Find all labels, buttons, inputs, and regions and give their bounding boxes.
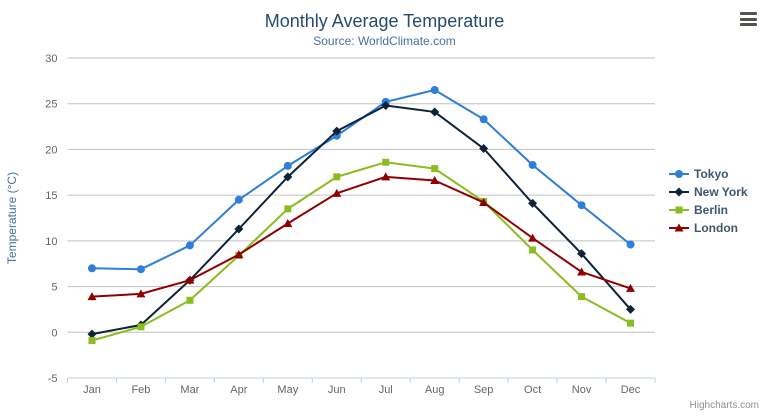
data-point[interactable]: [577, 201, 586, 210]
data-point[interactable]: [627, 319, 635, 327]
series-line-berlin[interactable]: [91, 161, 631, 342]
legend-marker-symbol: [675, 170, 683, 178]
legend: Tokyo New York Berlin London: [669, 167, 748, 239]
data-point[interactable]: [283, 161, 292, 170]
data-point[interactable]: [626, 283, 636, 292]
hamburger-menu-icon: [740, 12, 757, 15]
legend-marker-icon: [669, 187, 689, 197]
data-point[interactable]: [430, 86, 439, 94]
data-point[interactable]: [137, 323, 145, 331]
data-point[interactable]: [87, 329, 97, 339]
legend-label: London: [694, 221, 738, 235]
data-point[interactable]: [626, 240, 635, 249]
series-line-london[interactable]: [91, 175, 631, 298]
data-point[interactable]: [577, 267, 587, 276]
legend-label: New York: [694, 185, 748, 199]
data-point[interactable]: [185, 241, 194, 250]
data-point[interactable]: [186, 296, 194, 304]
data-point[interactable]: [88, 337, 96, 345]
chart-title: Monthly Average Temperature: [264, 11, 505, 31]
legend-marker-symbol: [675, 206, 683, 214]
x-axis-tick-label: Aug: [425, 384, 445, 396]
data-point[interactable]: [528, 160, 537, 169]
x-axis-tick-label: Dec: [621, 384, 641, 396]
legend-marker-icon: [669, 223, 689, 232]
legend-item-tokyo[interactable]: Tokyo: [669, 167, 748, 181]
data-point[interactable]: [284, 205, 292, 213]
data-point[interactable]: [529, 246, 537, 254]
data-point[interactable]: [87, 292, 97, 301]
x-axis-tick-label: Feb: [131, 384, 150, 396]
data-point[interactable]: [87, 264, 96, 273]
data-point[interactable]: [382, 158, 390, 166]
data-point[interactable]: [479, 115, 488, 124]
x-axis-tick-label: Jun: [328, 384, 346, 396]
credits[interactable]: Highcharts.com: [689, 400, 759, 411]
legend-marker-icon: [669, 170, 689, 178]
series-line-new-york[interactable]: [91, 104, 632, 336]
data-point[interactable]: [577, 249, 587, 259]
data-point[interactable]: [332, 126, 342, 136]
x-axis-tick-label: Jul: [379, 384, 393, 396]
data-point[interactable]: [626, 304, 636, 314]
legend-marker-icon: [669, 206, 689, 214]
legend-label: Berlin: [694, 203, 729, 217]
legend-label: Tokyo: [694, 167, 729, 181]
data-point[interactable]: [381, 101, 391, 111]
y-axis-tick-label: 30: [45, 53, 57, 65]
hamburger-menu-icon: [740, 23, 757, 26]
data-point[interactable]: [283, 218, 293, 227]
data-point[interactable]: [136, 265, 145, 274]
y-axis-tick-label: -5: [48, 373, 58, 385]
data-point[interactable]: [234, 250, 244, 259]
x-axis-tick-label: Mar: [180, 384, 199, 396]
x-axis-tick-label: Oct: [524, 384, 541, 396]
data-point[interactable]: [381, 172, 391, 181]
legend-item-new-york[interactable]: New York: [669, 185, 748, 199]
x-axis-tick-label: Nov: [572, 384, 592, 396]
data-point[interactable]: [185, 275, 195, 284]
x-axis-tick-label: Jan: [83, 384, 101, 396]
export-menu-button[interactable]: [740, 12, 757, 26]
data-point[interactable]: [479, 197, 489, 206]
hamburger-menu-icon: [740, 17, 757, 21]
data-point[interactable]: [136, 289, 146, 298]
data-point[interactable]: [431, 165, 439, 173]
chart-subtitle: Source: WorldClimate.com: [313, 34, 456, 48]
data-point[interactable]: [528, 233, 538, 242]
data-point[interactable]: [528, 198, 538, 208]
y-axis-tick-label: 15: [45, 190, 57, 202]
y-axis-tick-label: 5: [51, 282, 57, 294]
data-point[interactable]: [332, 188, 342, 197]
data-point[interactable]: [479, 144, 489, 154]
data-point[interactable]: [578, 293, 586, 301]
legend-item-berlin[interactable]: Berlin: [669, 203, 748, 217]
data-point[interactable]: [234, 195, 243, 204]
y-axis-tick-label: 20: [45, 144, 57, 156]
legend-marker-symbol: [674, 223, 684, 232]
data-point[interactable]: [430, 107, 440, 117]
data-point[interactable]: [430, 176, 440, 185]
legend-item-london[interactable]: London: [669, 221, 748, 235]
x-axis-tick-label: Sep: [474, 384, 494, 396]
x-axis-tick-label: May: [277, 384, 298, 396]
series-line-tokyo[interactable]: [91, 89, 632, 271]
y-axis-title: Temperature (°C): [5, 172, 19, 264]
x-axis-tick-label: Apr: [230, 384, 247, 396]
data-point[interactable]: [333, 173, 341, 181]
legend-marker-symbol: [674, 187, 684, 197]
data-point[interactable]: [234, 224, 244, 234]
y-axis-tick-label: 10: [45, 236, 57, 248]
y-axis-tick-label: 0: [51, 327, 57, 339]
y-axis-tick-label: 25: [45, 99, 57, 111]
data-point[interactable]: [283, 172, 293, 182]
